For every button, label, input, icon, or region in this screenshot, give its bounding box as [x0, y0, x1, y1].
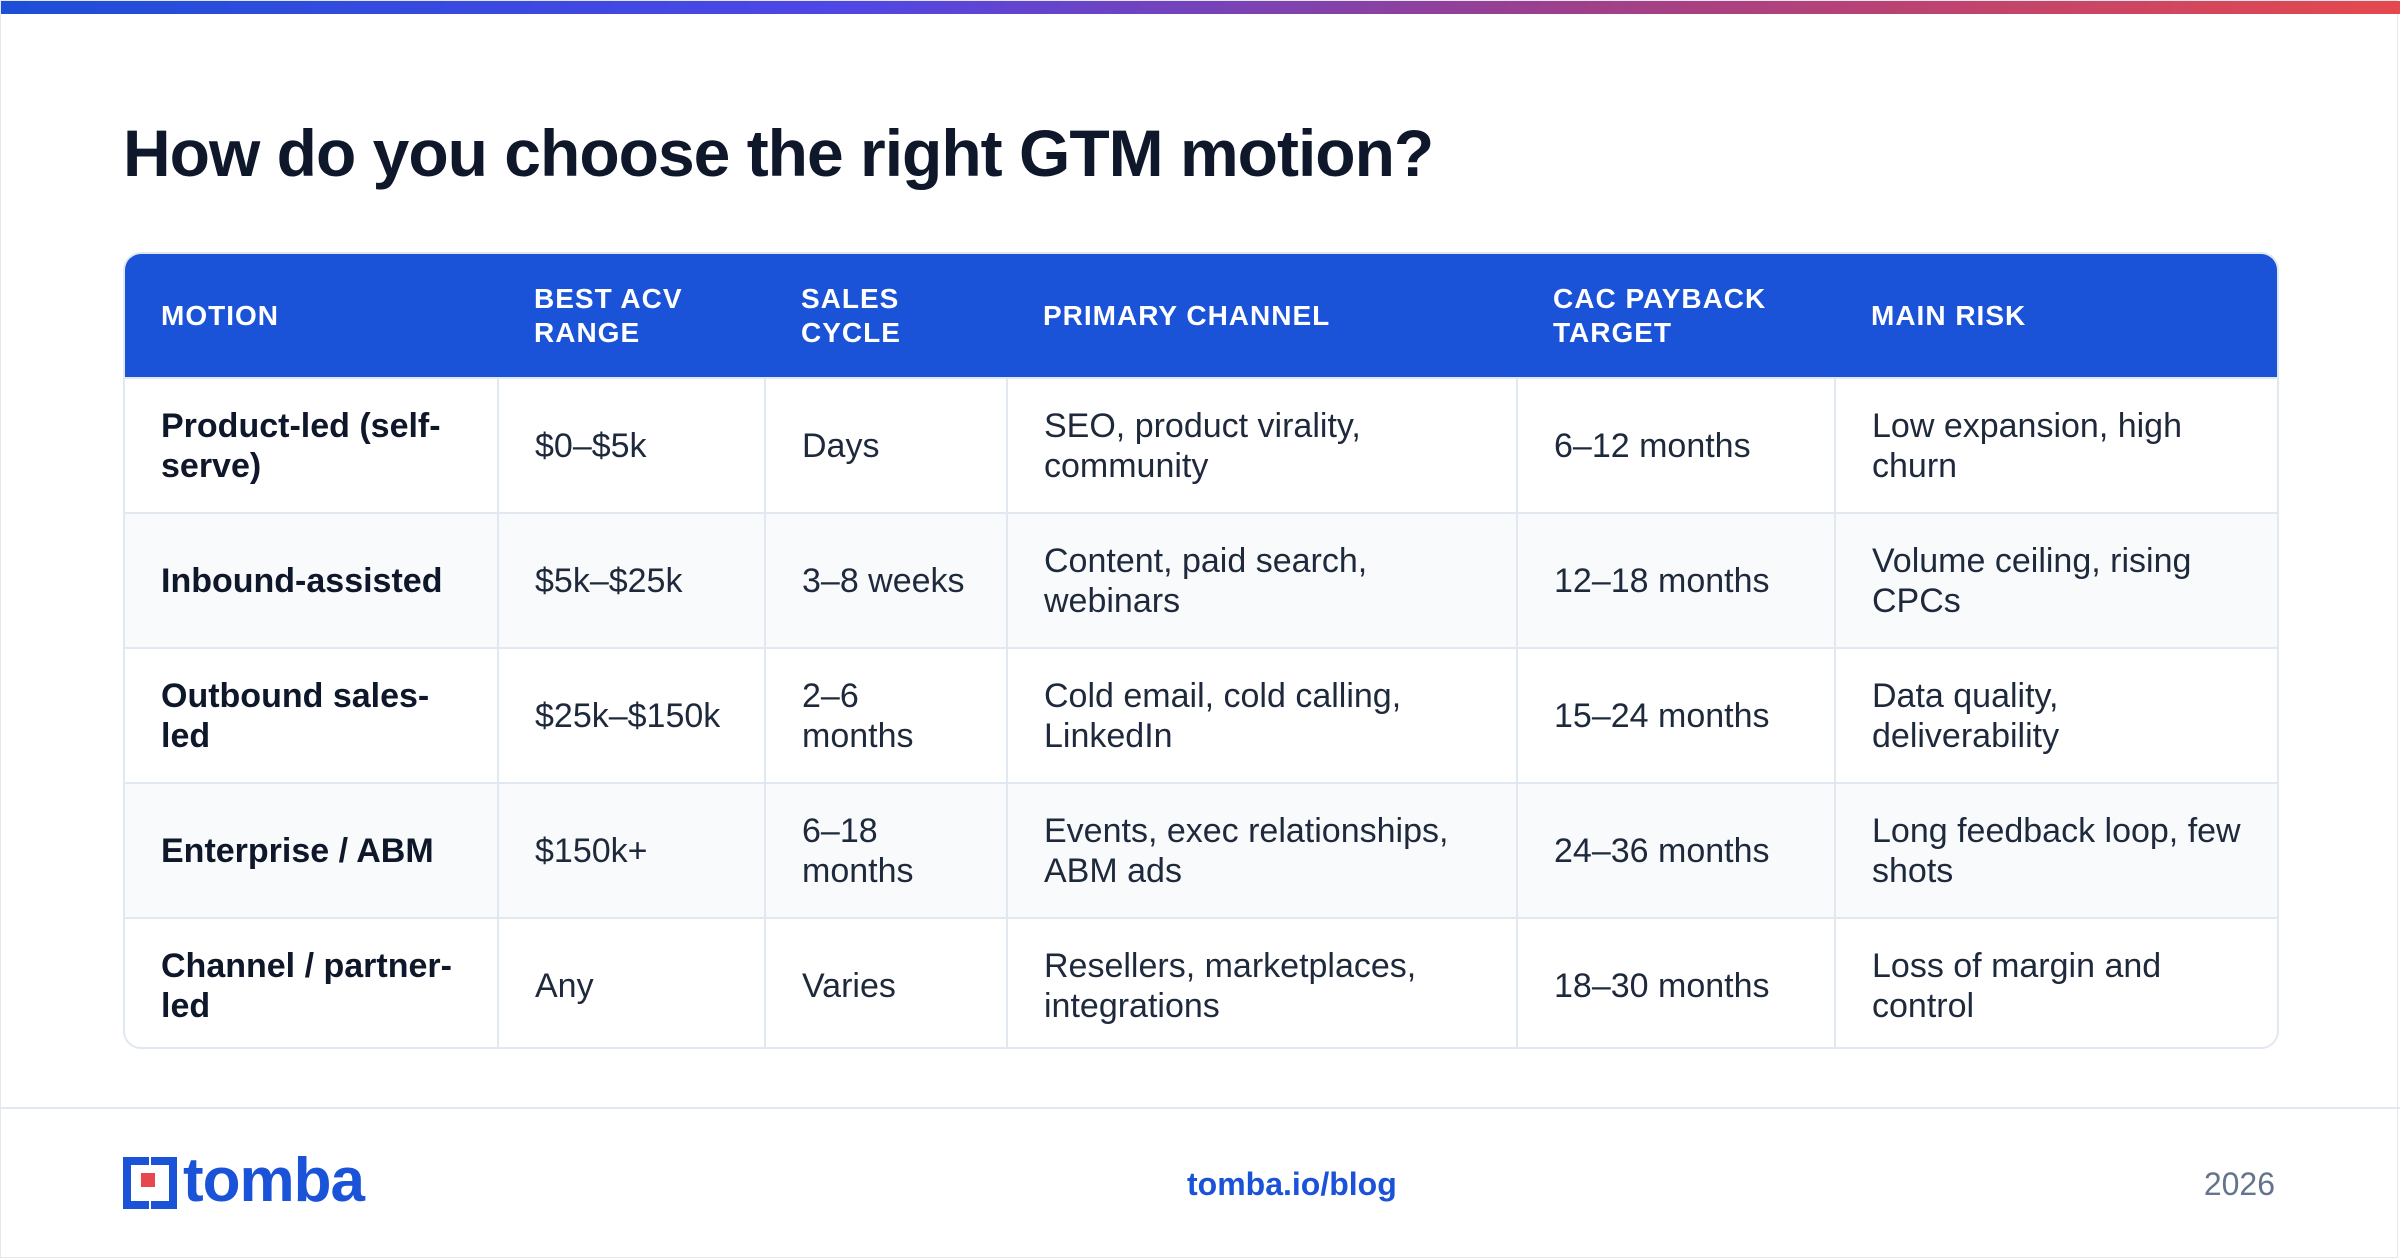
header-cac-payback-target: CAC PAYBACK TARGET	[1517, 254, 1835, 378]
gtm-table: MOTION BEST ACV RANGE SALES CYCLE PRIMAR…	[125, 254, 2277, 1047]
cell-cycle: Varies	[764, 917, 1007, 1047]
cell-motion: Product-led (self-serve)	[125, 377, 498, 513]
table-header-row: MOTION BEST ACV RANGE SALES CYCLE PRIMAR…	[125, 254, 2277, 378]
cell-acv: Any	[497, 917, 765, 1047]
cell-channel: Cold email, cold calling, LinkedIn	[1006, 647, 1517, 783]
cell-channel: Content, paid search, webinars	[1006, 512, 1517, 648]
cell-acv: $5k–$25k	[497, 512, 765, 648]
cell-cycle: 3–8 weeks	[764, 512, 1007, 648]
cell-motion: Outbound sales-led	[125, 647, 498, 783]
brand-logo[interactable]: tomba	[123, 1146, 365, 1215]
table-row: Inbound-assisted $5k–$25k 3–8 weeks Cont…	[125, 512, 2277, 648]
table-row: Channel / partner-led Any Varies Reselle…	[125, 917, 2277, 1047]
cell-payback: 24–36 months	[1516, 782, 1835, 918]
cell-cycle: 2–6 months	[764, 647, 1007, 783]
cell-motion: Enterprise / ABM	[125, 782, 498, 918]
tomba-logo-icon	[123, 1157, 177, 1209]
cell-risk: Volume ceiling, rising CPCs	[1834, 512, 2277, 648]
cell-payback: 15–24 months	[1516, 647, 1835, 783]
table-row: Product-led (self-serve) $0–$5k Days SEO…	[125, 377, 2277, 513]
table-row: Enterprise / ABM $150k+ 6–18 months Even…	[125, 782, 2277, 918]
cell-acv: $150k+	[497, 782, 765, 918]
footer-year: 2026	[2203, 1166, 2275, 1202]
header-motion: MOTION	[125, 254, 498, 378]
page-title: How do you choose the right GTM motion?	[123, 116, 1434, 190]
cell-risk: Long feedback loop, few shots	[1834, 782, 2277, 918]
cell-channel: Resellers, marketplaces, integrations	[1006, 917, 1517, 1047]
cell-risk: Data quality, deliverability	[1834, 647, 2277, 783]
cell-motion: Channel / partner-led	[125, 917, 498, 1047]
gradient-top-bar	[1, 1, 2400, 14]
cell-channel: SEO, product virality, community	[1006, 377, 1517, 513]
cell-payback: 12–18 months	[1516, 512, 1835, 648]
header-best-acv-range: BEST ACV RANGE	[498, 254, 765, 378]
header-primary-channel: PRIMARY CHANNEL	[1007, 254, 1517, 378]
cell-acv: $0–$5k	[497, 377, 765, 513]
brand-wordmark: tomba	[183, 1146, 365, 1215]
cell-cycle: Days	[764, 377, 1007, 513]
header-main-risk: MAIN RISK	[1835, 254, 2277, 378]
blog-link[interactable]: tomba.io/blog	[1187, 1166, 1397, 1202]
footer-divider	[1, 1107, 2400, 1109]
cell-risk: Loss of margin and control	[1834, 917, 2277, 1047]
cell-risk: Low expansion, high churn	[1834, 377, 2277, 513]
cell-cycle: 6–18 months	[764, 782, 1007, 918]
table-row: Outbound sales-led $25k–$150k 2–6 months…	[125, 647, 2277, 783]
cell-payback: 18–30 months	[1516, 917, 1835, 1047]
cell-acv: $25k–$150k	[497, 647, 765, 783]
cell-payback: 6–12 months	[1516, 377, 1835, 513]
cell-motion: Inbound-assisted	[125, 512, 498, 648]
gtm-table-container: MOTION BEST ACV RANGE SALES CYCLE PRIMAR…	[123, 252, 2279, 1049]
cell-channel: Events, exec relationships, ABM ads	[1006, 782, 1517, 918]
header-sales-cycle: SALES CYCLE	[765, 254, 1007, 378]
